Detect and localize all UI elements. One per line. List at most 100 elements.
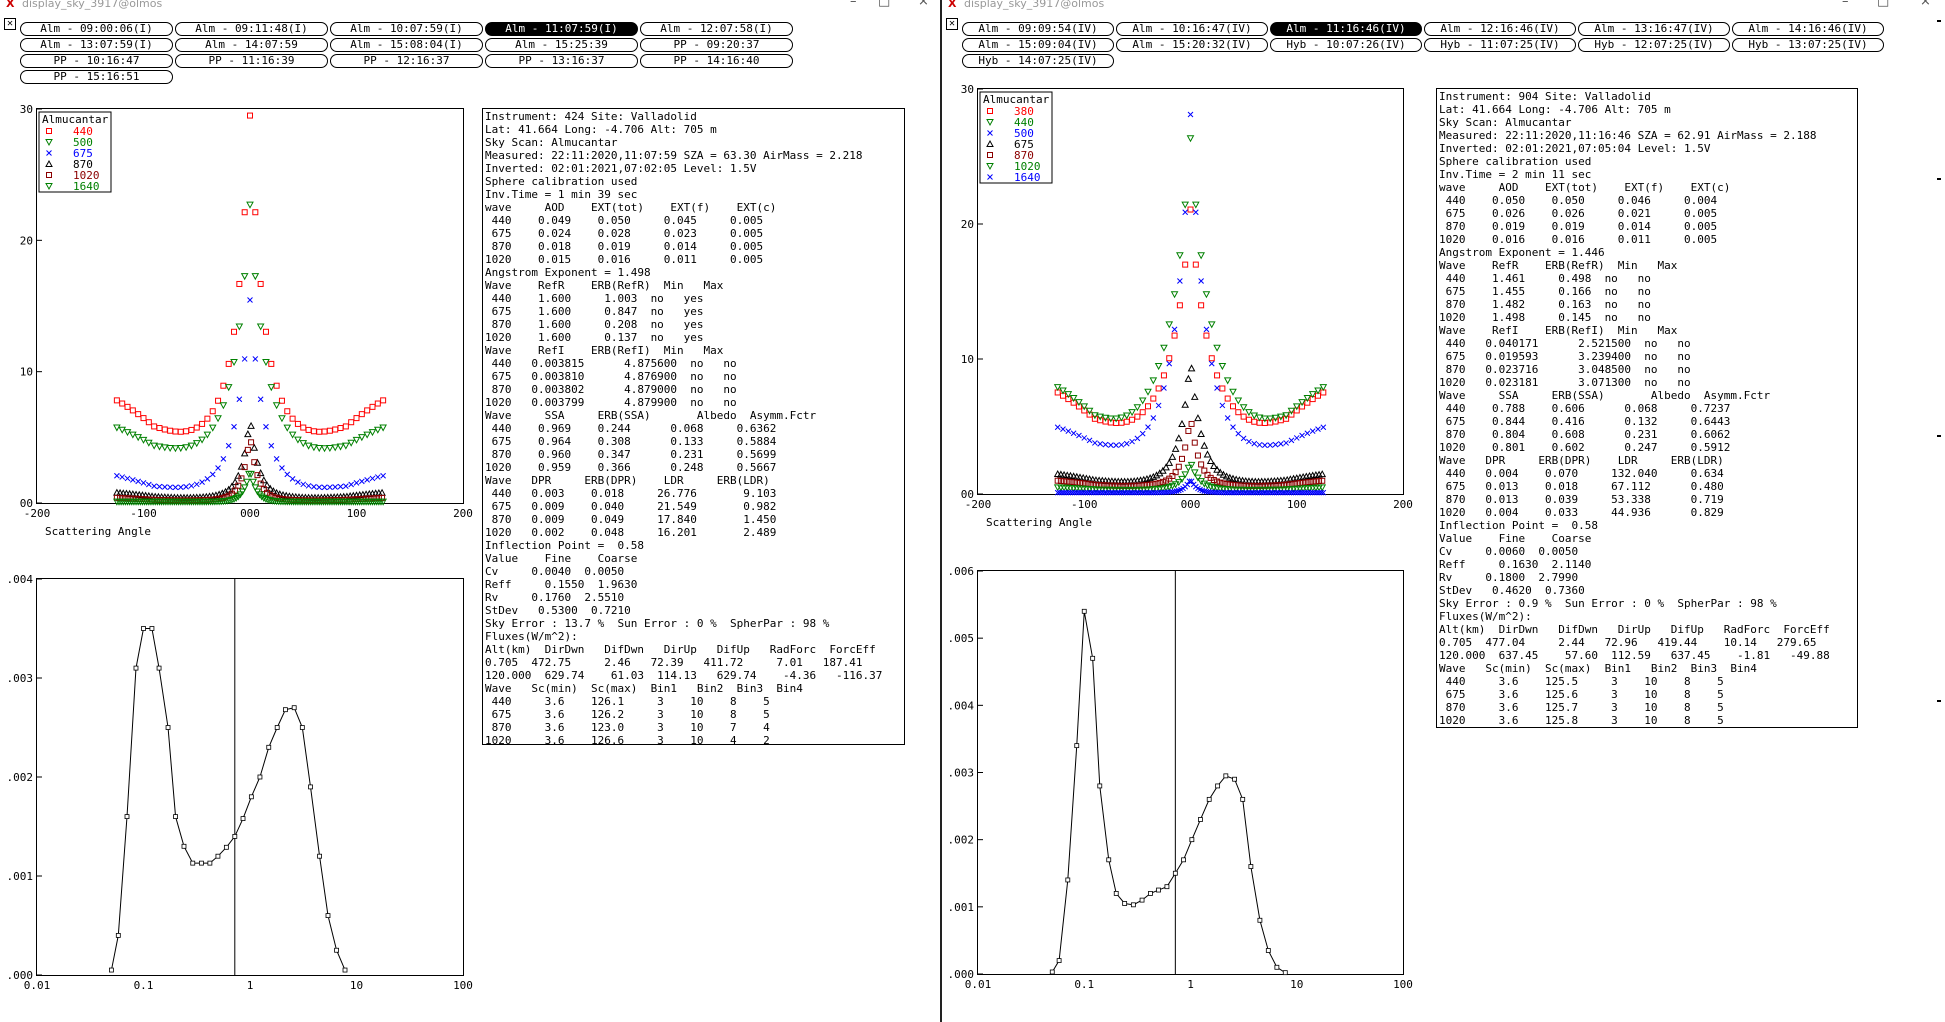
data-point	[228, 482, 236, 490]
data-point	[129, 431, 137, 439]
data-point	[1054, 489, 1061, 496]
scan-button[interactable]: Hyb - 10:07:26(IV)	[1270, 38, 1422, 52]
data-point	[124, 403, 131, 410]
data-point	[1188, 420, 1195, 427]
data-point	[260, 476, 268, 484]
close-window-icon[interactable]: ×	[1920, 0, 1931, 9]
size-point	[1240, 796, 1246, 802]
x-tick-label: -200	[24, 507, 51, 520]
data-point	[987, 174, 993, 180]
info-line: 870 3.6 123.0 3 10 7 4	[485, 721, 770, 734]
data-point	[113, 397, 120, 404]
info-line: wave AOD EXT(tot) EXT(f) EXT(c)	[485, 201, 777, 214]
data-point	[1218, 363, 1227, 371]
data-point	[284, 471, 291, 478]
info-line: Alt(km) DirDwn DifDwn DirUp DifUp RadFor…	[485, 643, 876, 656]
data-point	[236, 280, 243, 287]
scan-button[interactable]: Alm - 12:07:58(I)	[640, 22, 793, 36]
scan-button[interactable]: Alm - 09:00:06(I)	[20, 22, 173, 36]
data-point	[1171, 488, 1178, 495]
scan-button[interactable]: Hyb - 14:07:25(IV)	[962, 54, 1114, 68]
scan-button[interactable]: PP - 11:16:39	[175, 54, 328, 68]
y-tick-label: .002	[948, 834, 975, 847]
data-point	[1266, 415, 1275, 423]
data-point	[1115, 482, 1122, 489]
data-point	[240, 484, 249, 492]
scan-button[interactable]: Alm - 14:07:59	[175, 38, 328, 52]
data-point	[1318, 489, 1325, 496]
scan-button[interactable]: Hyb - 11:07:25(IV)	[1424, 38, 1576, 52]
scan-button[interactable]: Alm - 09:11:48(I)	[175, 22, 328, 36]
scan-button[interactable]: Alm - 11:07:59(I)	[485, 22, 638, 36]
size-point	[266, 744, 272, 750]
scan-button[interactable]: Alm - 15:25:39	[485, 38, 638, 52]
close-box-icon[interactable]: ✕	[4, 18, 16, 30]
inversion-info-panel: Instrument: 904 Site: Valladolid Lat: 41.…	[1436, 88, 1858, 728]
scan-button[interactable]: Alm - 10:16:47(IV)	[1116, 22, 1268, 36]
data-point	[348, 419, 355, 426]
scan-button[interactable]: PP - 10:16:47	[20, 54, 173, 68]
data-point	[193, 424, 200, 431]
scan-button[interactable]: Alm - 11:16:46(IV)	[1270, 22, 1422, 36]
data-point	[352, 436, 361, 444]
minimize-icon[interactable]: –	[850, 0, 857, 9]
maximize-icon[interactable]: □	[1877, 0, 1890, 9]
data-point	[1288, 411, 1295, 418]
data-point	[209, 408, 216, 415]
scan-button[interactable]: Alm - 14:16:46(IV)	[1732, 22, 1884, 36]
scan-button[interactable]: Alm - 13:16:47(IV)	[1578, 22, 1730, 36]
data-point	[336, 443, 345, 451]
close-window-icon[interactable]: ×	[918, 0, 929, 9]
scan-button[interactable]: Alm - 15:20:32(IV)	[1116, 38, 1268, 52]
scan-button[interactable]: Alm - 09:09:54(IV)	[962, 22, 1114, 36]
data-point	[364, 407, 371, 414]
info-line: 120.000 629.74 61.03 114.13 629.74 -4.36…	[485, 669, 883, 682]
info-line: 0.705 477.04 2.44 72.96 419.44 10.14 279…	[1439, 636, 1817, 649]
data-point	[1118, 482, 1125, 489]
data-point	[263, 481, 271, 489]
scan-button[interactable]: Hyb - 13:07:25(IV)	[1732, 38, 1884, 52]
y-tick-label: .003	[948, 767, 975, 780]
info-line: 675 0.003810 4.876900 no no	[485, 370, 737, 383]
data-point	[1080, 403, 1089, 411]
data-point	[305, 426, 312, 433]
info-line: 870 1.600 0.208 no yes	[485, 318, 704, 331]
info-line: Wave RefI ERB(RefI) Min Max	[1439, 324, 1678, 337]
data-point	[1187, 111, 1194, 118]
scan-button[interactable]: Alm - 13:07:59(I)	[20, 38, 173, 52]
size-point	[274, 725, 280, 730]
data-point	[156, 425, 163, 432]
scan-button[interactable]: PP - 09:20:37	[640, 38, 793, 52]
minimize-icon[interactable]: –	[1842, 0, 1849, 9]
data-point	[1290, 489, 1297, 496]
data-point	[1216, 468, 1225, 476]
info-line: Instrument: 424 Site: Valladolid	[485, 110, 697, 123]
data-point	[1159, 466, 1167, 474]
data-point	[1315, 426, 1321, 432]
data-point	[380, 472, 386, 479]
maximize-icon[interactable]: □	[878, 0, 891, 9]
scan-button[interactable]: Alm - 15:09:04(IV)	[962, 38, 1114, 52]
data-point	[321, 428, 328, 435]
scan-button[interactable]: Hyb - 12:07:25(IV)	[1578, 38, 1730, 52]
data-point	[1128, 482, 1134, 489]
data-point	[182, 444, 190, 452]
scan-button[interactable]: Alm - 10:07:59(I)	[330, 22, 483, 36]
scan-button[interactable]: PP - 14:16:40	[640, 54, 793, 68]
scan-button[interactable]: PP - 12:16:37	[330, 54, 483, 68]
info-line: Inverted: 02:01:2021,07:02:05 Level: 1.5…	[485, 162, 757, 175]
data-point	[204, 415, 211, 422]
data-point	[1267, 442, 1274, 449]
data-point	[250, 443, 259, 451]
scan-button[interactable]: Alm - 15:08:04(I)	[330, 38, 483, 52]
scan-button[interactable]: PP - 15:16:51	[20, 70, 173, 84]
scan-button[interactable]: PP - 13:16:37	[485, 54, 638, 68]
info-line: Inflection Point = 0.58	[1439, 519, 1598, 532]
data-point	[1112, 489, 1118, 496]
data-point	[1065, 428, 1072, 434]
data-point	[1277, 441, 1284, 447]
scan-button[interactable]: Alm - 12:16:46(IV)	[1424, 22, 1576, 36]
close-box-icon[interactable]: ✕	[946, 18, 958, 30]
